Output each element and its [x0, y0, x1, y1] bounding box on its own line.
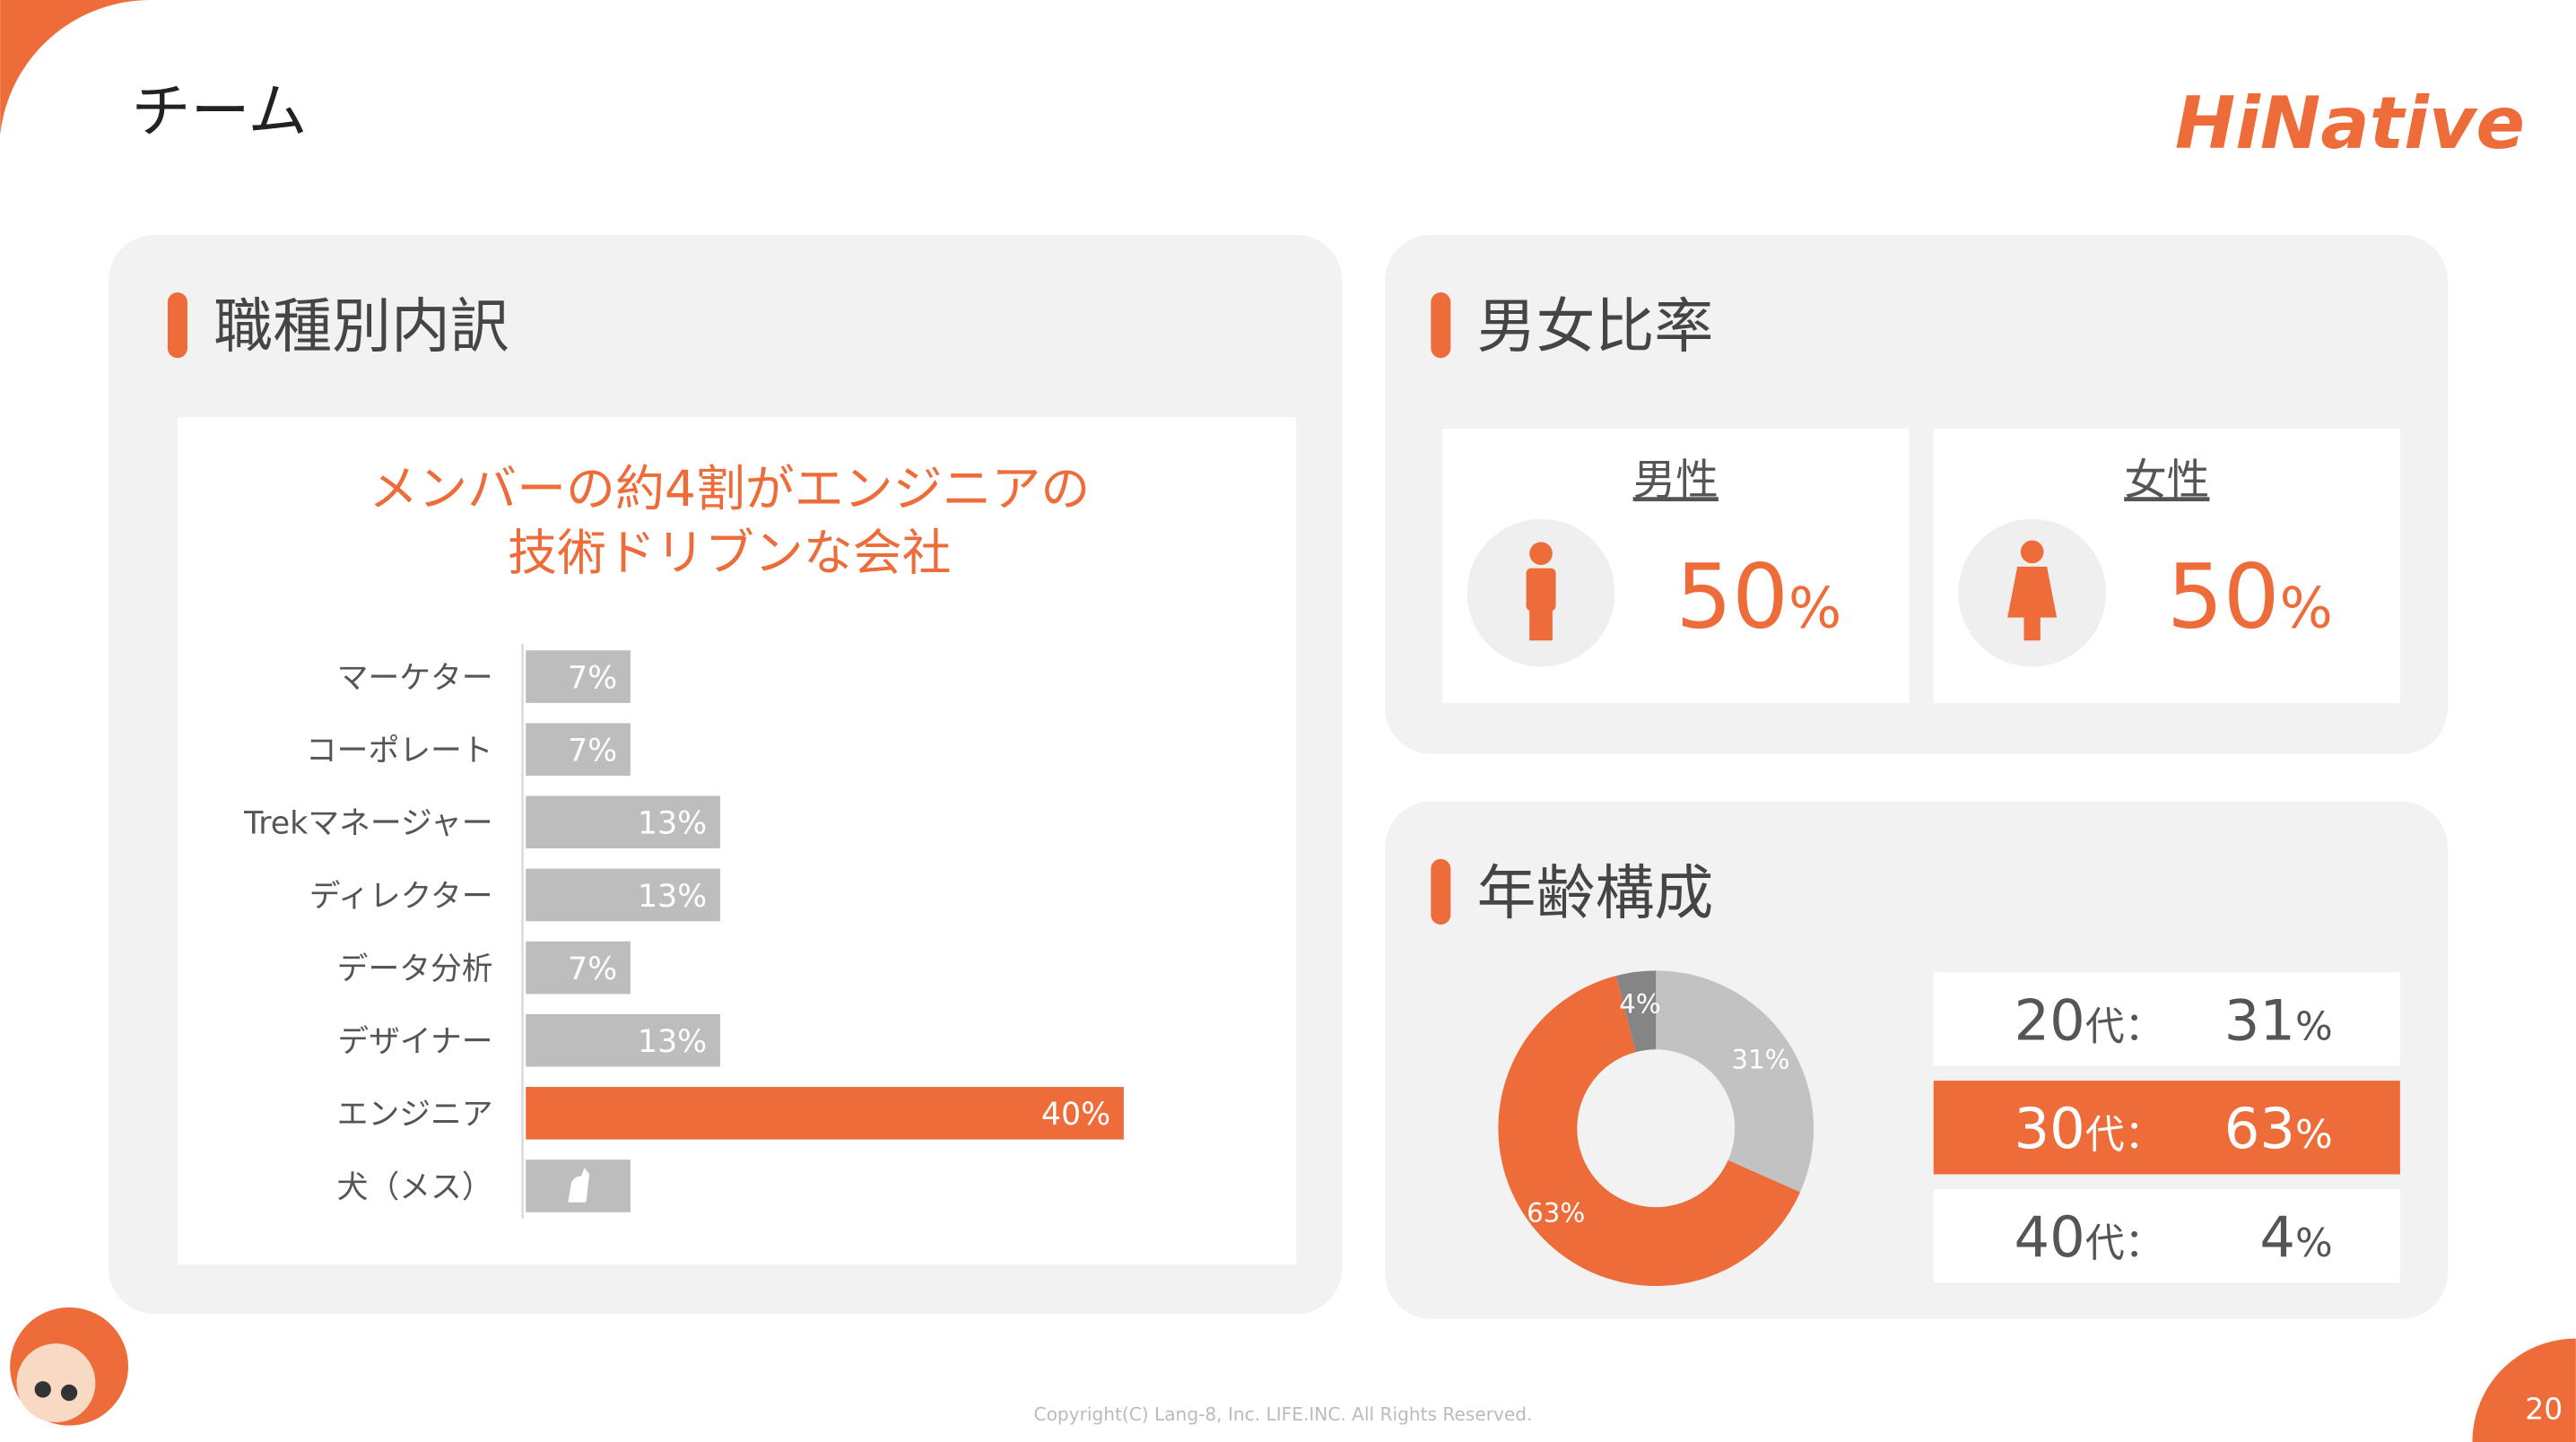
- value-label: 13%: [638, 1024, 707, 1060]
- bar: [526, 941, 631, 995]
- category-label: コーポレート: [306, 734, 493, 769]
- age-row: [1933, 1188, 2400, 1283]
- bar: [526, 1087, 1124, 1140]
- mascot: [10, 1307, 129, 1426]
- section-heading: 年齢構成: [1477, 858, 1714, 927]
- section-heading: 男女比率: [1477, 291, 1714, 360]
- page-number: 20: [2525, 1391, 2563, 1426]
- chart-title: メンバーの約4割がエンジニアの: [369, 460, 1090, 517]
- age-share: 31%: [2224, 987, 2333, 1053]
- category-label: 犬（メス）: [337, 1169, 493, 1205]
- category-label: データ分析: [337, 951, 493, 987]
- donut-slice: [1615, 970, 1657, 1053]
- donut-slice: [1656, 970, 1815, 1193]
- donut-slice: [1498, 976, 1801, 1287]
- page-title: チーム: [132, 77, 308, 146]
- heading-marker: [1431, 858, 1451, 925]
- corner-decoration: [2472, 1338, 2576, 1442]
- age-label: 20代：: [2014, 987, 2163, 1053]
- copyright: Copyright(C) Lang-8, Inc. LIFE.INC. All …: [1034, 1403, 1533, 1425]
- category-label: デザイナー: [337, 1024, 492, 1060]
- heading-marker: [1431, 291, 1451, 359]
- value-label: 7%: [568, 660, 617, 696]
- category-label: ディレクター: [309, 879, 493, 915]
- category-label: Trekマネージャー: [243, 806, 492, 842]
- value: 50: [1675, 546, 1788, 649]
- value-label: 40%: [1041, 1097, 1110, 1133]
- section-heading: 職種別内訳: [213, 291, 509, 360]
- share: 63: [2224, 1096, 2295, 1161]
- unit: %: [2295, 1003, 2333, 1049]
- age-row: [1933, 972, 2400, 1066]
- age: 30: [2014, 1096, 2084, 1161]
- gender-label: 女性: [2124, 456, 2209, 505]
- slice-label: 31%: [1731, 1044, 1789, 1074]
- bar: [526, 723, 631, 776]
- unit: %: [2295, 1220, 2333, 1266]
- value-label: 7%: [568, 734, 617, 769]
- gender-label: 男性: [1633, 456, 1719, 505]
- age: 20: [2014, 987, 2084, 1053]
- chart-title: 技術ドリブンな会社: [508, 525, 951, 582]
- age-suffix: 代：: [2085, 1003, 2164, 1049]
- slice-label: 4%: [1619, 988, 1660, 1019]
- category-label: エンジニア: [337, 1097, 493, 1133]
- age-row: [1933, 1081, 2400, 1175]
- unit: %: [2295, 1112, 2333, 1158]
- gender-value: 50%: [2167, 546, 2333, 649]
- bar: [526, 868, 720, 922]
- corner-decoration: [0, 0, 152, 135]
- age: 40: [2014, 1204, 2084, 1270]
- gender-value: 50%: [1675, 546, 1841, 649]
- unit: %: [1788, 576, 1841, 641]
- share: 31: [2224, 987, 2295, 1053]
- bar: [526, 650, 631, 703]
- bar: [526, 795, 720, 849]
- age-label: 30代：: [2014, 1096, 2163, 1161]
- category-label: マーケター: [337, 660, 493, 696]
- male-icon: [1526, 542, 1556, 641]
- value: 50: [2167, 546, 2280, 649]
- bar: [526, 1013, 720, 1067]
- age-label: 40代：: [2014, 1204, 2163, 1270]
- age-suffix: 代：: [2085, 1112, 2164, 1158]
- female-icon: [2007, 540, 2058, 641]
- dog-icon: [568, 1168, 590, 1203]
- unit: %: [2280, 576, 2333, 641]
- slice-label: 63%: [1527, 1197, 1585, 1228]
- value-label: 13%: [638, 879, 707, 915]
- age-share: 4%: [2259, 1204, 2332, 1270]
- value-label: 13%: [638, 806, 707, 842]
- share: 4: [2259, 1204, 2295, 1270]
- value-label: 7%: [568, 951, 617, 987]
- age-share: 63%: [2224, 1096, 2333, 1161]
- dog-shape: [568, 1168, 590, 1203]
- age-suffix: 代：: [2085, 1220, 2164, 1266]
- logo: HiNative: [2175, 82, 2525, 166]
- heading-marker: [167, 291, 187, 359]
